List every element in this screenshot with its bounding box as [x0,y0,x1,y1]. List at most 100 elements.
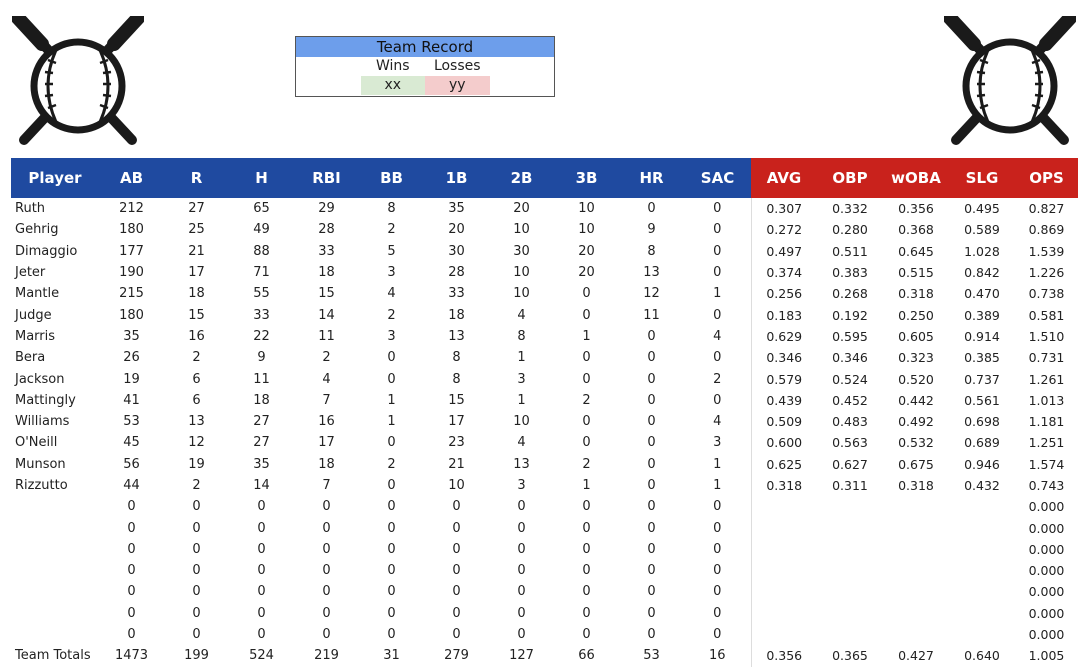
cell-sac[interactable]: 0 [713,350,722,366]
cell-3b[interactable]: 66 [578,648,595,664]
cell-sac[interactable]: 1 [713,286,722,302]
cell-obp[interactable] [817,496,883,517]
cell-2b[interactable]: 127 [509,648,534,664]
cell-2b[interactable]: 0 [517,563,526,579]
cell-hr[interactable]: 0 [647,499,656,515]
cell-h[interactable]: 55 [253,286,270,302]
cell-woba[interactable]: 0.323 [898,350,934,366]
cell-player[interactable]: O'Neill [15,435,58,451]
cell-bb[interactable]: 31 [383,648,400,664]
cell-avg[interactable] [750,560,817,582]
cell-rbi[interactable]: 0 [322,541,331,557]
cell-2b[interactable]: 1 [517,392,526,408]
cell-ops[interactable]: 1.013 [1028,392,1065,408]
cell-sac[interactable]: 4 [713,328,722,344]
cell-woba[interactable] [883,581,949,602]
cell-hr[interactable]: 0 [647,584,656,600]
cell-woba[interactable]: 0.532 [898,435,934,451]
cell-rbi[interactable]: 33 [318,243,335,259]
cell-obp[interactable]: 0.627 [832,456,868,472]
cell-avg[interactable] [750,581,817,603]
cell-hr[interactable]: 0 [647,392,656,408]
cell-3b[interactable]: 2 [582,392,591,408]
cell-player[interactable]: Mattingly [15,392,76,408]
cell-woba[interactable]: 0.605 [898,328,934,344]
cell-h[interactable]: 524 [249,648,274,664]
cell-ab[interactable]: 35 [123,328,140,344]
cell-r[interactable]: 19 [188,456,205,472]
cell-avg[interactable]: 0.356 [750,645,817,667]
cell-h[interactable]: 33 [253,307,270,323]
cell-ops[interactable]: 0.731 [1028,350,1065,366]
cell-obp[interactable] [817,560,883,581]
cell-woba[interactable]: 0.318 [898,478,934,493]
cell-obp[interactable]: 0.563 [832,435,868,451]
cell-woba[interactable] [883,539,949,560]
cell-slg[interactable] [949,603,1015,624]
cell-slg[interactable]: 0.470 [964,286,1000,302]
cell-sac[interactable]: 2 [713,371,722,387]
cell-sac[interactable]: 1 [713,478,722,493]
cell-3b[interactable]: 0 [582,520,591,536]
cell-ops[interactable]: 1.251 [1028,435,1065,451]
cell-ops[interactable]: 0.000 [1028,520,1065,536]
cell-slg[interactable]: 0.561 [964,392,1000,408]
cell-r[interactable]: 2 [192,350,201,366]
cell-h[interactable]: 22 [253,328,270,344]
column-header-ops[interactable]: OPS [1015,158,1078,198]
cell-2b[interactable]: 0 [517,520,526,536]
cell-sac[interactable]: 0 [713,392,722,408]
cell-ops[interactable]: 0.827 [1028,201,1065,217]
cell-avg[interactable]: 0.318 [750,474,817,497]
cell-bb[interactable]: 0 [387,350,396,366]
cell-bb[interactable]: 5 [387,243,396,259]
cell-1b[interactable]: 20 [448,222,465,238]
cell-hr[interactable]: 53 [643,648,660,664]
cell-player[interactable] [11,603,99,624]
cell-h[interactable]: 18 [253,392,270,408]
cell-player[interactable]: Ruth [15,201,46,217]
cell-slg[interactable]: 0.914 [964,328,1000,344]
cell-rbi[interactable]: 28 [318,222,335,238]
cell-h[interactable]: 88 [253,243,270,259]
cell-obp[interactable] [817,539,883,560]
cell-player[interactable]: Williams [15,414,70,430]
cell-r[interactable]: 0 [192,499,201,515]
cell-sac[interactable]: 0 [713,499,722,515]
cell-1b[interactable]: 28 [448,265,465,281]
cell-r[interactable]: 0 [192,520,201,536]
cell-rbi[interactable]: 11 [318,328,335,344]
cell-3b[interactable]: 0 [582,627,591,643]
cell-obp[interactable] [817,517,883,538]
cell-ops[interactable]: 0.581 [1028,307,1065,323]
cell-rbi[interactable]: 0 [322,605,331,621]
cell-ops[interactable]: 0.738 [1028,286,1065,302]
cell-sac[interactable]: 0 [713,627,722,643]
cell-rbi[interactable]: 0 [322,563,331,579]
cell-h[interactable]: 0 [257,627,266,643]
cell-ab[interactable]: 56 [123,456,140,472]
cell-sac[interactable]: 0 [713,265,722,281]
cell-obp[interactable]: 0.511 [832,243,868,259]
cell-slg[interactable]: 0.698 [964,414,1000,430]
losses-value[interactable]: yy [425,76,490,95]
cell-ab[interactable]: 177 [119,243,144,259]
cell-r[interactable]: 25 [188,222,205,238]
cell-obp[interactable]: 0.332 [832,201,868,217]
cell-hr[interactable]: 8 [647,243,656,259]
cell-player[interactable]: Munson [15,456,66,472]
cell-obp[interactable]: 0.595 [832,328,868,344]
cell-r[interactable]: 17 [188,265,205,281]
cell-2b[interactable]: 3 [517,371,526,387]
cell-r[interactable]: 0 [192,605,201,621]
cell-r[interactable]: 0 [192,541,201,557]
cell-h[interactable]: 9 [257,350,266,366]
cell-3b[interactable]: 0 [582,499,591,515]
cell-ab[interactable]: 26 [123,350,140,366]
cell-bb[interactable]: 0 [387,520,396,536]
column-header-avg[interactable]: AVG [751,158,817,198]
cell-h[interactable]: 0 [257,584,266,600]
cell-2b[interactable]: 13 [513,456,530,472]
cell-1b[interactable]: 0 [452,605,461,621]
cell-sac[interactable]: 0 [713,605,722,621]
